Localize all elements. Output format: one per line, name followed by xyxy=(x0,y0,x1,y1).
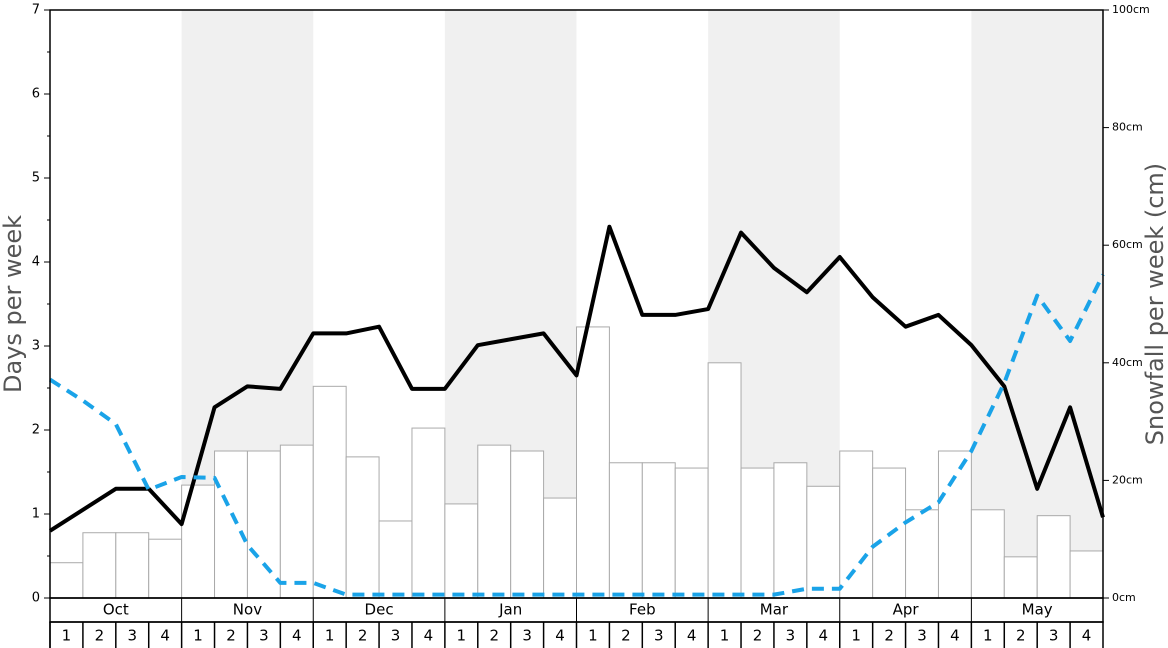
bar xyxy=(970,509,1005,599)
bar xyxy=(411,427,446,599)
y2-tick-label: 20cm xyxy=(1112,473,1143,486)
bar xyxy=(839,450,874,599)
week-label: 4 xyxy=(1082,627,1092,645)
y-tick-label: 7 xyxy=(32,3,40,18)
y2-tick-label: 40cm xyxy=(1112,356,1143,369)
bar xyxy=(345,456,380,599)
y2-axis-label: Snowfall per week (cm) xyxy=(1141,163,1168,445)
week-label: 4 xyxy=(950,627,960,645)
week-label: 2 xyxy=(95,627,105,645)
week-label: 3 xyxy=(1049,627,1059,645)
y-tick-label: 4 xyxy=(32,255,40,270)
y-tick-label: 6 xyxy=(32,87,40,102)
y-tick-label: 5 xyxy=(32,171,40,186)
week-label: 4 xyxy=(292,627,302,645)
bar xyxy=(510,450,545,599)
bar xyxy=(806,485,841,599)
week-label: 3 xyxy=(259,627,269,645)
week-label: 4 xyxy=(687,627,697,645)
week-label: 2 xyxy=(489,627,499,645)
bar xyxy=(641,462,676,599)
bar xyxy=(905,509,939,599)
month-shade xyxy=(971,10,1103,598)
bar xyxy=(740,467,775,599)
week-label: 3 xyxy=(654,627,664,645)
line xyxy=(48,273,1105,597)
bar xyxy=(543,497,577,599)
y-tick-label: 1 xyxy=(32,507,40,522)
bar xyxy=(674,467,709,599)
y-axis-label: Days per week xyxy=(0,215,27,393)
bar xyxy=(1036,515,1071,599)
week-label: 1 xyxy=(62,627,72,645)
week-label: 3 xyxy=(786,627,796,645)
bar xyxy=(937,450,972,599)
bar xyxy=(246,450,281,599)
month-label: Apr xyxy=(893,601,920,619)
bar xyxy=(49,562,84,599)
line xyxy=(48,224,1105,533)
y-tick-label: 2 xyxy=(32,423,40,438)
y2-tick-label: 0cm xyxy=(1112,591,1136,604)
week-label: 1 xyxy=(983,627,993,645)
y2-tick-label: 80cm xyxy=(1112,121,1143,134)
week-label: 3 xyxy=(917,627,927,645)
month-label: Jan xyxy=(498,601,522,619)
bar xyxy=(576,326,610,599)
y-tick-label: 3 xyxy=(32,339,40,354)
bar xyxy=(214,450,248,599)
week-label: 1 xyxy=(720,627,730,645)
week-label: 1 xyxy=(851,627,861,645)
bar xyxy=(312,385,347,599)
week-label: 2 xyxy=(358,627,368,645)
week-label: 2 xyxy=(1016,627,1026,645)
bar xyxy=(773,462,808,599)
week-label: 1 xyxy=(588,627,598,645)
bar xyxy=(378,520,413,599)
week-label: 2 xyxy=(621,627,631,645)
week-label: 2 xyxy=(753,627,763,645)
month-label: Mar xyxy=(760,601,789,619)
month-label: May xyxy=(1022,601,1053,619)
week-label: 2 xyxy=(884,627,894,645)
y2-tick-label: 100cm xyxy=(1112,3,1150,16)
bar xyxy=(1003,556,1038,599)
week-label: 1 xyxy=(325,627,335,645)
bar xyxy=(82,532,117,599)
month-label: Oct xyxy=(103,601,129,619)
month-label: Nov xyxy=(233,601,262,619)
bar xyxy=(1069,550,1104,599)
week-label: 4 xyxy=(819,627,829,645)
bar xyxy=(608,462,643,599)
bar xyxy=(477,444,512,599)
week-label: 4 xyxy=(160,627,170,645)
week-label: 3 xyxy=(522,627,532,645)
week-label: 4 xyxy=(555,627,565,645)
y-tick-label: 0 xyxy=(32,591,40,606)
week-label: 1 xyxy=(457,627,467,645)
month-label: Dec xyxy=(365,601,394,619)
bar xyxy=(279,444,314,599)
bar xyxy=(148,538,183,599)
week-label: 1 xyxy=(193,627,203,645)
week-label: 4 xyxy=(424,627,434,645)
week-label: 3 xyxy=(127,627,137,645)
week-label: 2 xyxy=(226,627,236,645)
month-label: Feb xyxy=(629,601,656,619)
y2-tick-label: 60cm xyxy=(1112,238,1143,251)
bar xyxy=(115,532,150,599)
week-label: 3 xyxy=(391,627,401,645)
bar xyxy=(707,362,742,599)
bar xyxy=(444,503,479,599)
